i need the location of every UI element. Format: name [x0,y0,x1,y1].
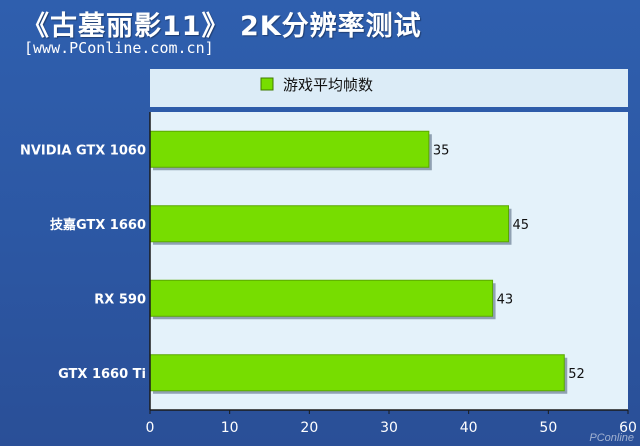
bar [149,279,494,317]
legend-panel [150,69,628,107]
bar [149,354,565,392]
legend-label: 游戏平均帧数 [283,76,373,94]
data-label: 52 [568,367,585,382]
x-tick-label: 50 [539,420,557,436]
x-tick-label: 40 [460,420,478,436]
bar [149,130,430,168]
data-label: 35 [433,143,450,158]
x-tick-label: 0 [146,420,155,436]
category-label: NVIDIA GTX 1060 [20,143,146,158]
x-tick-label: 30 [380,420,398,436]
category-label: RX 590 [94,292,146,307]
page-title: 《古墓丽影11》 2K分辨率测试 [22,11,422,42]
watermark: PConline [589,432,634,444]
category-label: GTX 1660 Ti [58,367,146,382]
bar [149,205,509,243]
legend-swatch [260,77,274,91]
x-tick-label: 60 [619,420,637,436]
category-label: 技嘉GTX 1660 [50,217,146,233]
x-tick-label: 10 [221,420,239,436]
source-url: [www.PConline.com.cn] [24,39,214,57]
data-label: 45 [513,218,530,233]
x-tick-label: 20 [300,420,318,436]
data-label: 43 [497,292,514,307]
